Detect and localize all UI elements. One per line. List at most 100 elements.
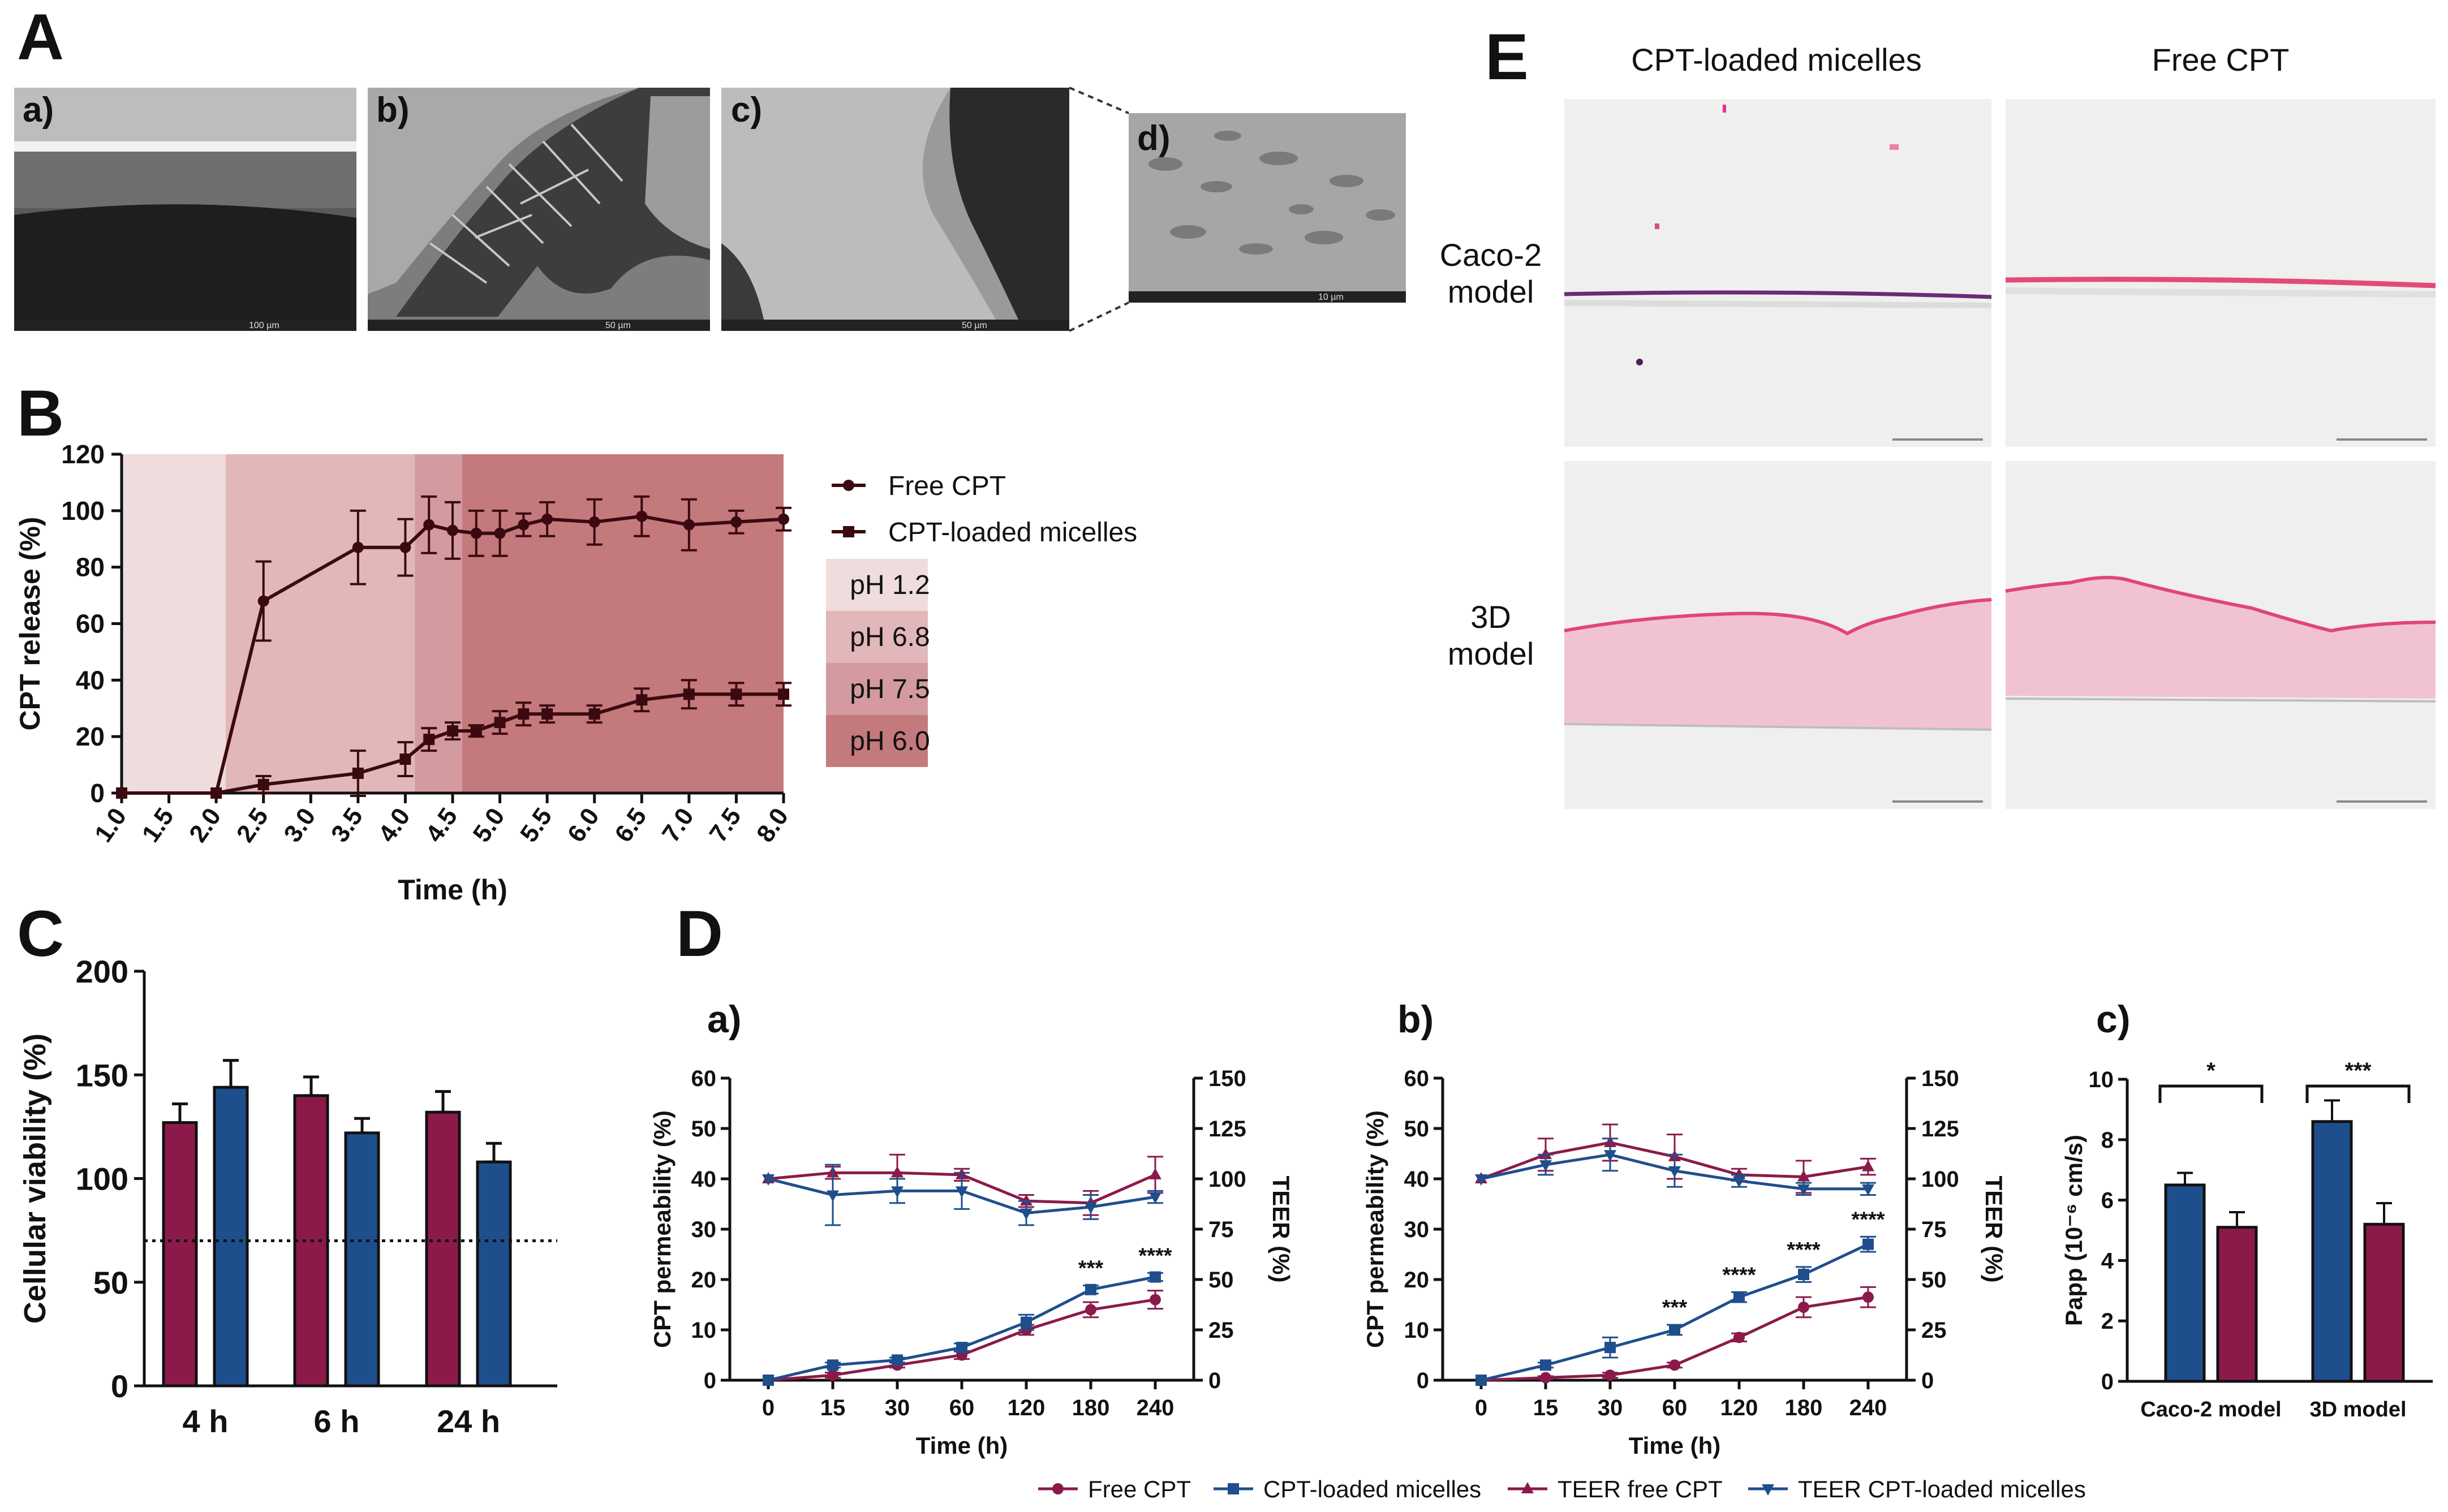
data-point — [778, 513, 789, 525]
legend-marker-teer-micelles — [1762, 1484, 1774, 1496]
y-tick-label: 100 — [61, 496, 105, 525]
data-point — [1149, 1168, 1161, 1179]
y-tick-label: 40 — [691, 1167, 717, 1192]
data-point — [730, 688, 742, 700]
series-0 — [763, 1290, 1163, 1386]
data-point — [827, 1369, 838, 1381]
data-point — [541, 708, 553, 720]
significance-mark: *** — [1078, 1257, 1104, 1281]
legend-label-free: Free CPT — [888, 471, 1006, 501]
ph-region-1 — [225, 454, 415, 793]
y-tick-label: 50 — [93, 1265, 128, 1300]
x-tick-label: 0 — [1475, 1395, 1487, 1420]
micrograph-b: b) 50 µm — [368, 88, 710, 331]
bar-group — [476, 1141, 512, 1388]
series-0 — [1475, 1286, 1876, 1386]
y-axis-title: CPT release (%) — [14, 517, 46, 731]
data-point — [470, 725, 482, 737]
histo-row-title-caco2-line1: Caco-2 — [1440, 237, 1542, 273]
data-point — [1862, 1184, 1874, 1196]
x-axis-title: Time (h) — [916, 1432, 1008, 1459]
x-tick-label: 0 — [762, 1395, 775, 1420]
micrograph-d: d) 10 µm — [1129, 113, 1406, 303]
y-axis-title: CPT permeability (%) — [1362, 1110, 1388, 1348]
y2-tick-label: 125 — [1208, 1117, 1246, 1141]
data-point — [518, 708, 530, 720]
legend-marker-free — [1052, 1483, 1064, 1494]
data-point — [352, 541, 364, 553]
data-point — [588, 516, 600, 528]
x-tick-label: 180 — [1072, 1395, 1110, 1420]
data-point — [447, 524, 458, 536]
y2-tick-label: 75 — [1208, 1217, 1234, 1242]
legend-marker-teer-free — [1521, 1482, 1534, 1493]
data-point — [956, 1342, 967, 1354]
y2-tick-label: 125 — [1921, 1117, 1959, 1141]
bar-group — [425, 1090, 461, 1388]
significance-mark: *** — [2345, 1058, 2372, 1083]
x-tick-label: 60 — [1662, 1395, 1688, 1420]
x-tick-label: 15 — [1533, 1395, 1559, 1420]
legend-marker-micelles — [1228, 1483, 1239, 1494]
ph-region-0 — [122, 454, 226, 793]
y2-tick-label: 0 — [1921, 1368, 1934, 1393]
bar-free-cpt — [2363, 1222, 2405, 1383]
legend-ph-swatch-1 — [826, 611, 928, 663]
y2-tick-label: 50 — [1921, 1268, 1947, 1293]
histo-col-title-free: Free CPT — [2152, 42, 2290, 77]
x-tick-label: 3.0 — [278, 803, 321, 847]
legend-ph-swatch-0 — [826, 559, 928, 611]
y-tick-label: 60 — [76, 609, 105, 639]
micrograph-c: c) 50 µm — [721, 88, 1069, 331]
x-axis-title: Time (h) — [1629, 1432, 1721, 1459]
histo-3d-free — [2005, 461, 2436, 809]
x-tick-label: 60 — [949, 1395, 975, 1420]
legend-ph-label-2: pH 7.5 — [850, 674, 930, 704]
data-point — [494, 527, 506, 539]
y-tick-label: 8 — [2101, 1128, 2114, 1153]
series-line — [122, 692, 784, 795]
y-tick-label: 60 — [1404, 1066, 1430, 1091]
data-point — [1149, 1192, 1161, 1204]
x-tick-label: 240 — [1849, 1395, 1887, 1420]
micrograph-a-label: a) — [23, 91, 54, 130]
y-tick-label: 0 — [2101, 1369, 2114, 1394]
y2-tick-label: 75 — [1921, 1217, 1947, 1242]
y-tick-label: 4 — [2101, 1248, 2114, 1273]
legend-label-teer-micelles: TEER CPT-loaded micelles — [1798, 1476, 2086, 1502]
x-tick-label: 4.0 — [373, 803, 415, 847]
x-tick-label: 7.5 — [704, 803, 746, 847]
y-tick-label: 0 — [90, 778, 105, 808]
legend-label-micelles: CPT-loaded micelles — [1263, 1476, 1481, 1502]
data-point — [956, 1186, 968, 1198]
bar-group — [2164, 1171, 2206, 1383]
x-tick-label: 6.5 — [609, 803, 652, 847]
data-point — [1020, 1194, 1032, 1206]
data-point — [1539, 1148, 1552, 1160]
x-tick-label: 1.0 — [89, 803, 132, 847]
x-tick-label: 30 — [885, 1395, 910, 1420]
data-point — [518, 519, 530, 531]
bar-micelles — [213, 1085, 249, 1388]
data-point — [116, 787, 127, 799]
bar-group — [2216, 1211, 2258, 1383]
y-tick-label: 100 — [76, 1161, 128, 1197]
y2-tick-label: 25 — [1208, 1318, 1234, 1343]
x-tick-label: 180 — [1785, 1395, 1823, 1420]
data-point — [1862, 1238, 1874, 1250]
legend-label-micelles: CPT-loaded micelles — [888, 518, 1137, 548]
panel-a-micrographs: a) 100 µm b) 50 µm c) — [14, 87, 1406, 332]
x-tick-label: 5.0 — [468, 803, 510, 847]
y-tick-label: 10 — [1404, 1318, 1430, 1343]
data-point — [730, 516, 742, 528]
data-point — [1733, 1332, 1745, 1343]
histo-row-title-3d-line1: 3D — [1470, 599, 1511, 635]
bar-group — [2311, 1099, 2353, 1383]
bar-free-cpt — [162, 1121, 198, 1388]
bar-group — [162, 1102, 198, 1388]
y-tick-label: 40 — [1404, 1167, 1430, 1192]
panel-d-legend: Free CPT CPT-loaded micelles TEER free CPT… — [1038, 1476, 2086, 1502]
bar-group — [213, 1059, 249, 1388]
data-point — [1797, 1170, 1810, 1182]
